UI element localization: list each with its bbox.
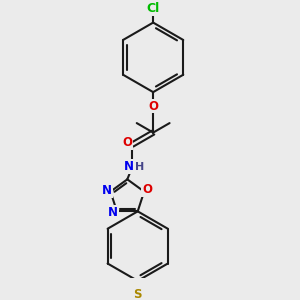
Text: N: N bbox=[124, 160, 134, 173]
Text: Cl: Cl bbox=[146, 2, 160, 15]
Text: O: O bbox=[142, 183, 152, 196]
Text: N: N bbox=[102, 184, 112, 197]
Text: O: O bbox=[122, 136, 132, 149]
Text: N: N bbox=[108, 206, 118, 219]
Text: H: H bbox=[135, 162, 145, 172]
Text: O: O bbox=[148, 100, 158, 112]
Text: S: S bbox=[134, 288, 142, 300]
